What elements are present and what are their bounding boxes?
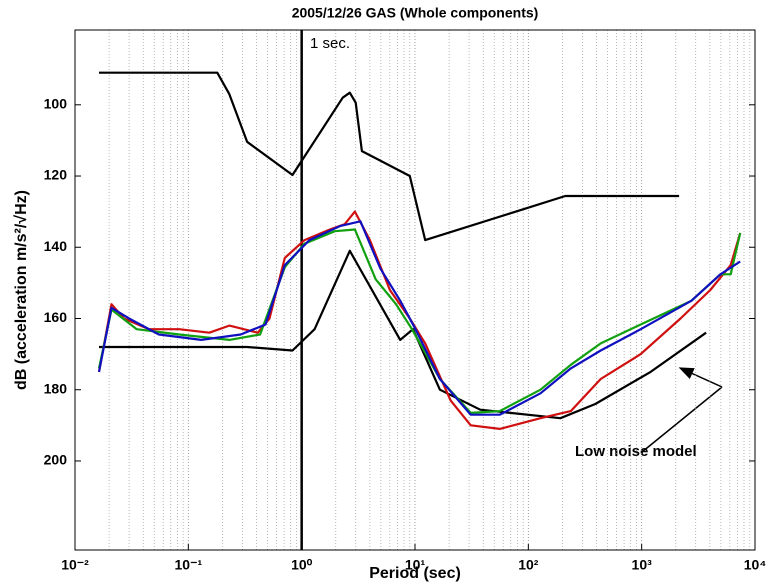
x-tick-label: 10³ — [632, 557, 653, 573]
annotation-arrow — [678, 367, 723, 388]
x-tick-label: 10⁻² — [61, 557, 89, 573]
x-tick-label: 10¹ — [405, 557, 426, 573]
plot-frame — [74, 29, 756, 551]
x-tick-label: 10⁴ — [744, 557, 767, 573]
series-line — [97, 220, 741, 416]
series-line — [97, 228, 742, 414]
y-tick-label: 120 — [44, 167, 68, 183]
y-tick-label: 180 — [44, 380, 68, 396]
y-tick-label: 100 — [44, 95, 68, 111]
y-tick-label: 200 — [44, 452, 68, 468]
y-tick-label: 140 — [44, 238, 68, 254]
chart-title: 2005/12/26 GAS (Whole components) — [292, 5, 539, 21]
x-tick-label: 10⁻¹ — [175, 557, 203, 573]
annotation: Low noise model — [575, 443, 697, 460]
x-tick-label: 10⁰ — [291, 557, 313, 573]
x-axis-label: Period (sec) — [369, 565, 461, 582]
annotation-line — [641, 386, 723, 453]
series-line — [97, 210, 742, 430]
plot-area — [74, 29, 756, 551]
y-axis-label: dB (acceleration m/s²/√Hz) — [13, 190, 30, 390]
x-tick-label: 10² — [518, 557, 539, 573]
vline-label: 1 sec. — [310, 35, 350, 52]
y-tick-label: 160 — [44, 309, 68, 325]
series-line — [99, 71, 680, 242]
series-line — [99, 249, 707, 420]
